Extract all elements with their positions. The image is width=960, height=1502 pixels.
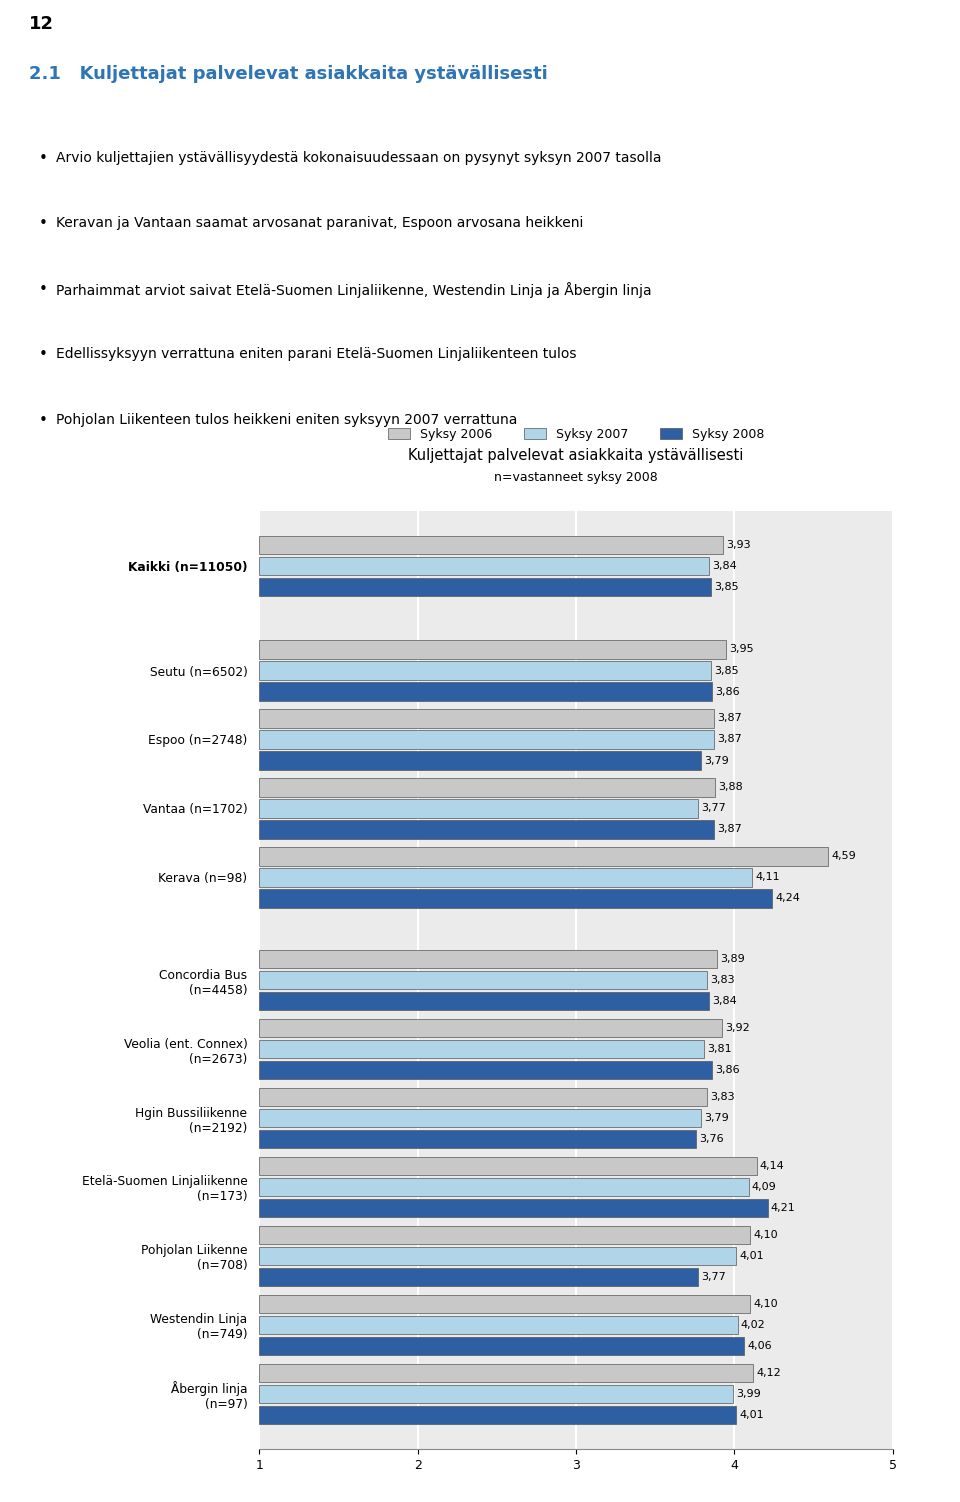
Text: Arvio kuljettajien ystävällisyydestä kokonaisuudessaan on pysynyt syksyn 2007 ta: Arvio kuljettajien ystävällisyydestä kok… [56,150,661,165]
Bar [259,1087,708,1107]
Text: 3,88: 3,88 [718,783,743,793]
Bar [259,1039,705,1059]
Text: 3,79: 3,79 [705,1113,729,1123]
Bar [259,661,710,680]
Text: 3,89: 3,89 [720,954,745,964]
Bar [259,847,828,865]
Text: •: • [38,150,47,165]
Text: •: • [38,347,47,362]
Bar [259,1385,732,1403]
Text: 4,21: 4,21 [771,1203,796,1214]
Bar [259,1268,698,1286]
Bar [259,1157,756,1175]
Text: 4,10: 4,10 [754,1230,778,1241]
Bar [259,709,714,727]
Text: 3,77: 3,77 [701,804,726,814]
Bar [259,751,701,769]
Text: 4,02: 4,02 [741,1320,765,1329]
Text: Parhaimmat arviot saivat Etelä-Suomen Linjaliikenne, Westendin Linja ja Åbergin : Parhaimmat arviot saivat Etelä-Suomen Li… [56,282,651,297]
Bar [259,1247,736,1265]
Text: 3,85: 3,85 [714,583,738,592]
Text: Edellissyksyyn verrattuna eniten parani Etelä-Suomen Linjaliikenteen tulos: Edellissyksyyn verrattuna eniten parani … [56,347,576,360]
Bar [259,578,710,596]
Bar [259,1406,736,1424]
Text: 3,87: 3,87 [717,713,742,724]
Bar [259,1316,737,1334]
Text: 3,84: 3,84 [712,562,737,571]
Text: n=vastanneet syksy 2008: n=vastanneet syksy 2008 [494,470,658,484]
Bar [259,868,752,886]
Text: 4,12: 4,12 [756,1368,781,1377]
Text: 3,95: 3,95 [730,644,755,655]
Bar [259,1226,751,1244]
Bar [259,536,723,554]
Text: Keravan ja Vantaan saamat arvosanat paranivat, Espoon arvosana heikkeni: Keravan ja Vantaan saamat arvosanat para… [56,216,583,230]
Text: 3,93: 3,93 [727,541,751,550]
Text: 3,83: 3,83 [710,975,735,985]
Bar [259,1108,701,1128]
Text: 3,99: 3,99 [736,1389,760,1398]
Bar [259,1130,696,1149]
Bar [259,991,709,1011]
Text: •: • [38,413,47,428]
Bar [259,949,717,969]
Text: 3,92: 3,92 [725,1023,750,1033]
Bar [259,1364,754,1382]
Bar [259,1337,744,1355]
Bar [259,970,708,990]
Text: 3,83: 3,83 [710,1092,735,1102]
Text: Kuljettajat palvelevat asiakkaita ystävällisesti: Kuljettajat palvelevat asiakkaita ystävä… [408,448,744,463]
Bar [259,730,714,748]
Text: 4,24: 4,24 [776,894,801,904]
Text: •: • [38,282,47,297]
Bar [259,557,709,575]
Bar [259,820,714,838]
Text: 4,14: 4,14 [759,1161,784,1172]
Text: 3,77: 3,77 [701,1272,726,1283]
Legend: Syksy 2006, Syksy 2007, Syksy 2008: Syksy 2006, Syksy 2007, Syksy 2008 [388,428,764,440]
Text: Pohjolan Liikenteen tulos heikkeni eniten syksyyn 2007 verrattuna: Pohjolan Liikenteen tulos heikkeni enite… [56,413,517,427]
Bar [259,640,727,659]
Text: 3,76: 3,76 [700,1134,724,1145]
Text: 3,81: 3,81 [708,1044,732,1054]
Text: 3,85: 3,85 [714,665,738,676]
Bar [259,778,715,796]
Bar [259,1295,751,1313]
Text: 4,01: 4,01 [739,1251,764,1262]
Text: 3,79: 3,79 [705,756,729,766]
Text: 4,09: 4,09 [752,1182,777,1193]
Bar [259,1199,768,1217]
Text: 3,87: 3,87 [717,734,742,745]
Text: 12: 12 [29,15,54,33]
Text: 2.1   Kuljettajat palvelevat asiakkaita ystävällisesti: 2.1 Kuljettajat palvelevat asiakkaita ys… [29,66,547,84]
Text: 4,59: 4,59 [831,852,855,862]
Bar [259,799,698,817]
Text: 3,86: 3,86 [715,1065,740,1075]
Bar [259,1018,722,1038]
Bar [259,889,773,907]
Text: 4,11: 4,11 [755,873,780,883]
Bar [259,1178,749,1196]
Text: •: • [38,216,47,231]
Text: 4,06: 4,06 [747,1341,772,1350]
Bar [259,1060,712,1080]
Text: 4,10: 4,10 [754,1299,778,1308]
Text: 4,01: 4,01 [739,1410,764,1419]
Text: 3,84: 3,84 [712,996,737,1006]
Text: 3,86: 3,86 [715,686,740,697]
Text: 3,87: 3,87 [717,825,742,835]
Bar [259,682,712,701]
